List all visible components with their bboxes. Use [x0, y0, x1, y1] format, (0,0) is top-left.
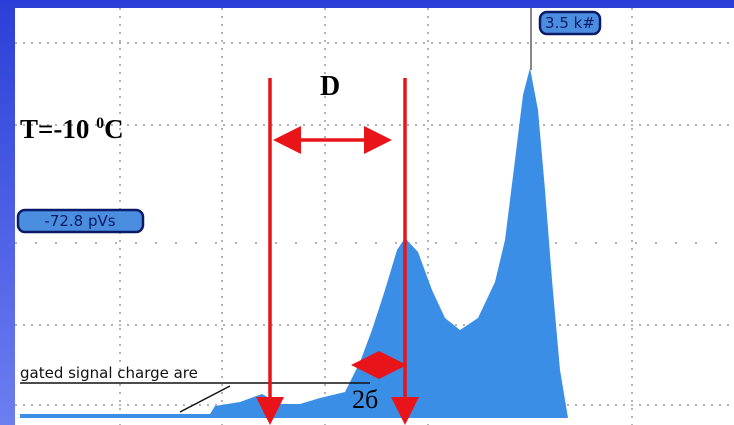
degree: 0: [96, 115, 104, 132]
temperature: T=-10 0C: [20, 114, 124, 144]
count-label: 3.5 k#: [545, 14, 595, 32]
unit: C: [104, 114, 124, 144]
distance-label: D: [320, 71, 340, 102]
temperature-text: T=-10: [20, 114, 96, 144]
width-label: 2б: [352, 385, 378, 414]
screenshot: 3.5 k# -72.8 pVs gated signal charge are…: [0, 0, 734, 425]
measure-label: gated signal charge are: [20, 364, 198, 382]
offset-label: -72.8 pVs: [44, 212, 115, 230]
